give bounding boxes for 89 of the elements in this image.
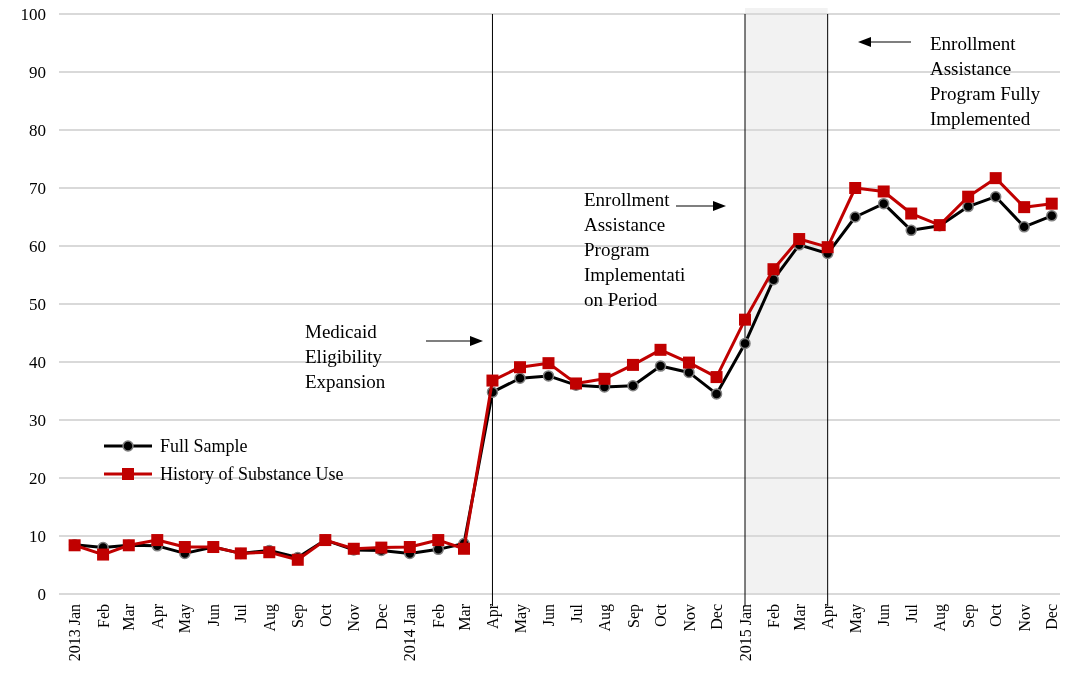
x-tick-label: Feb — [94, 604, 112, 628]
point — [457, 542, 470, 555]
point — [989, 190, 1002, 203]
point — [97, 548, 110, 561]
x-tick-label: Oct — [652, 603, 670, 628]
point — [514, 372, 526, 384]
x-tick-label: Dec — [1043, 604, 1061, 630]
x-tick-label: Dec — [708, 604, 726, 630]
y-tick-label: 0 — [37, 584, 46, 604]
point — [877, 185, 890, 198]
point — [1018, 221, 1030, 233]
point — [710, 371, 723, 384]
point — [739, 337, 751, 350]
x-tick-label: 2014 Jan — [401, 604, 419, 662]
x-tick-label: Mar — [790, 603, 808, 631]
point — [654, 343, 667, 356]
point — [654, 360, 667, 372]
x-tick-label: Jun — [204, 604, 222, 627]
x-tick-label: Sep — [289, 604, 308, 628]
point — [151, 534, 164, 547]
point — [821, 241, 834, 254]
y-tick-label: 90 — [29, 62, 46, 82]
x-tick-label: May — [511, 604, 530, 634]
x-tick-label: Oct — [316, 603, 334, 628]
point — [905, 224, 917, 237]
point — [682, 356, 695, 369]
point — [403, 541, 416, 554]
x-tick-label: Aug — [931, 604, 950, 632]
x-tick-label: Jul — [567, 603, 585, 623]
x-tick-label: 2013 Jan — [66, 604, 84, 662]
x-tick-label: Apr — [148, 603, 167, 629]
y-tick-label: 40 — [29, 352, 46, 372]
x-tick-label: Mar — [120, 603, 138, 631]
legend-label: Full Sample — [160, 436, 248, 457]
point — [627, 380, 639, 392]
y-tick-label: 30 — [29, 410, 46, 430]
x-tick-label: May — [846, 604, 865, 634]
legend-label: History of Substance Use — [160, 464, 344, 485]
point — [849, 211, 861, 223]
point — [962, 190, 975, 203]
point — [989, 172, 1002, 185]
point — [626, 358, 639, 371]
x-tick-label: Oct — [987, 603, 1005, 628]
point — [178, 541, 191, 554]
x-tick-label: Aug — [596, 604, 615, 632]
y-tick-label: 60 — [29, 236, 46, 256]
y-tick-label: 80 — [29, 120, 46, 140]
x-tick-label: Aug — [260, 604, 279, 632]
point — [1045, 197, 1058, 210]
point — [905, 207, 918, 220]
x-tick-label: Jul — [902, 603, 920, 623]
point — [1045, 210, 1058, 222]
x-tick-label: Nov — [1015, 604, 1033, 632]
x-tick-label: Jun — [875, 604, 893, 627]
x-tick-label: Nov — [680, 604, 698, 632]
point — [1018, 201, 1031, 214]
x-tick-label: Sep — [624, 604, 643, 628]
x-tick-label: Apr — [819, 603, 838, 629]
annotation: Enrollment Assistance Program Implementation Period — [584, 189, 686, 310]
annotation: Enrollment Assistance Program Fully Implemented — [930, 33, 1041, 129]
y-tick-label: 100 — [20, 4, 46, 24]
x-tick-label: Feb — [429, 604, 447, 628]
point — [767, 263, 780, 276]
x-tick-label: Feb — [765, 604, 783, 628]
point — [542, 357, 555, 370]
y-tick-label: 20 — [29, 468, 46, 488]
point — [793, 233, 806, 246]
x-tick-label: Jul — [232, 603, 250, 623]
point — [432, 534, 445, 547]
x-tick-label: 2015 Jan — [736, 604, 754, 662]
point — [598, 372, 611, 385]
y-tick-label: 50 — [29, 294, 46, 314]
x-tick-label: Sep — [959, 604, 978, 628]
x-tick-label: Apr — [484, 603, 503, 629]
point — [710, 388, 723, 400]
x-tick-label: Nov — [345, 604, 363, 632]
x-tick-label: Mar — [455, 603, 473, 631]
x-tick-label: Dec — [372, 604, 390, 630]
point — [877, 197, 890, 210]
y-tick-label: 70 — [29, 178, 46, 198]
point — [514, 361, 527, 374]
x-tick-label: Jun — [540, 604, 558, 627]
point — [739, 313, 752, 326]
point — [486, 374, 499, 387]
annotation: Medicaid Eligibility Expansion — [305, 321, 386, 392]
y-tick-label: 10 — [29, 526, 46, 546]
point — [542, 370, 555, 382]
point — [849, 182, 862, 194]
x-tick-label: May — [176, 604, 195, 634]
